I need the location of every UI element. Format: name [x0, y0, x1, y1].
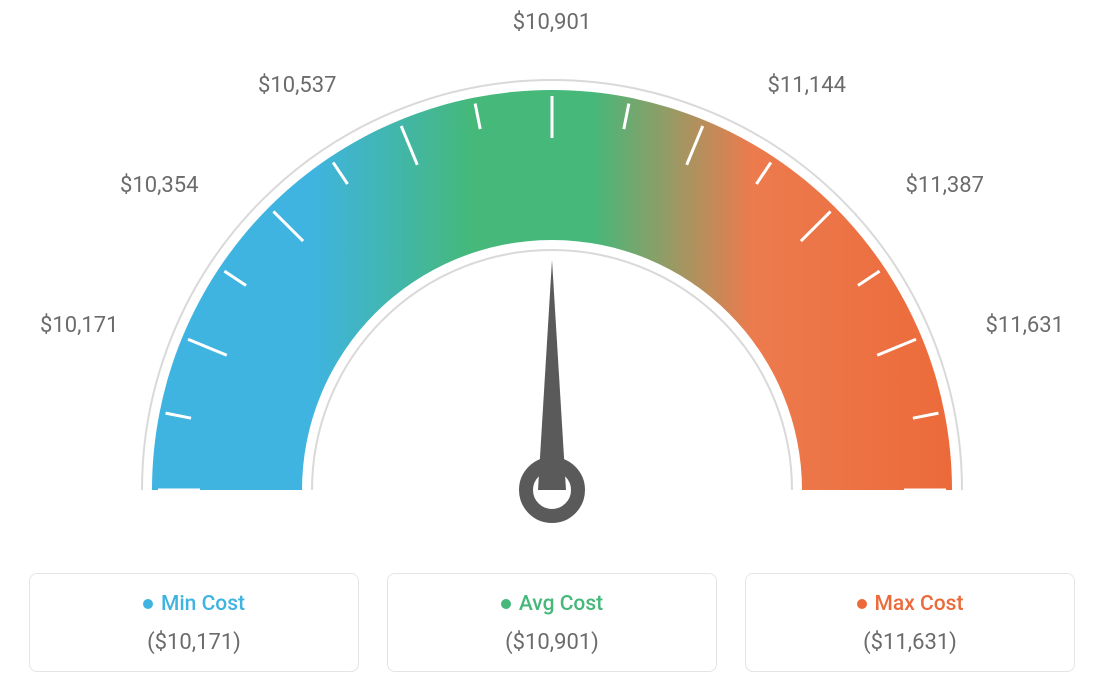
- summary-cards: Min Cost ($10,171) Avg Cost ($10,901) Ma…: [0, 573, 1104, 672]
- gauge-tick-label: $10,901: [513, 10, 592, 35]
- gauge-tick-label: $10,171: [40, 313, 119, 338]
- max-dot-icon: [857, 599, 867, 609]
- avg-dot-icon: [501, 599, 511, 609]
- min-cost-value: ($10,171): [40, 630, 348, 655]
- avg-cost-label: Avg Cost: [519, 592, 603, 616]
- gauge-tick-label: $11,631: [985, 313, 1064, 338]
- gauge-svg: [82, 20, 1022, 560]
- gauge-tick-label: $10,354: [120, 173, 199, 198]
- max-cost-label: Max Cost: [875, 592, 964, 616]
- avg-cost-card: Avg Cost ($10,901): [387, 573, 717, 672]
- gauge-chart: $10,171 $10,354 $10,537 $10,901 $11,144 $11,3…: [0, 0, 1104, 560]
- gauge-needle: [526, 260, 578, 516]
- gauge-tick-label: $11,144: [767, 73, 846, 98]
- max-cost-value: ($11,631): [756, 630, 1064, 655]
- min-dot-icon: [143, 599, 153, 609]
- min-cost-card: Min Cost ($10,171): [29, 573, 359, 672]
- min-cost-label: Min Cost: [161, 592, 245, 616]
- avg-cost-value: ($10,901): [398, 630, 706, 655]
- gauge-tick-label: $10,537: [258, 73, 337, 98]
- gauge-tick-label: $11,387: [905, 173, 984, 198]
- max-cost-card: Max Cost ($11,631): [745, 573, 1075, 672]
